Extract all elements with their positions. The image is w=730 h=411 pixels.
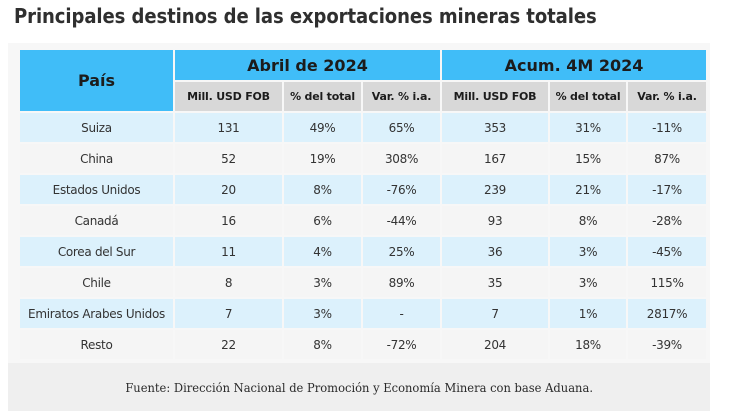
table-row: Corea del Sur114%25%363%-45% xyxy=(20,237,706,266)
cum-var-cell: -39% xyxy=(628,330,706,359)
april-mill-usd-cell: 131 xyxy=(175,113,282,142)
cum-var-cell: -45% xyxy=(628,237,706,266)
april-var-cell: 25% xyxy=(363,237,440,266)
april-var-cell: 65% xyxy=(363,113,440,142)
cum-var-cell: 87% xyxy=(628,144,706,173)
table-row: Estados Unidos208%-76%23921%-17% xyxy=(20,175,706,204)
header-row-groups: País Abril de 2024 Acum. 4M 2024 xyxy=(20,50,706,80)
cum-pct-total-cell: 21% xyxy=(550,175,626,204)
cum-mill-usd-cell: 167 xyxy=(442,144,548,173)
column-header-april-var: Var. % i.a. xyxy=(363,82,440,111)
source-footer: Fuente: Dirección Nacional de Promoción … xyxy=(8,363,710,411)
country-cell: Canadá xyxy=(20,206,173,235)
country-cell: China xyxy=(20,144,173,173)
april-pct-total-cell: 19% xyxy=(284,144,361,173)
column-header-cum-mill-usd: Mill. USD FOB xyxy=(442,82,548,111)
cum-var-cell: 2817% xyxy=(628,299,706,328)
group-header-cumulative: Acum. 4M 2024 xyxy=(442,50,706,80)
country-header: País xyxy=(20,50,173,111)
april-pct-total-cell: 8% xyxy=(284,175,361,204)
source-note: Fuente: Dirección Nacional de Promoción … xyxy=(125,380,593,395)
table-row: Emiratos Arabes Unidos73%-71%2817% xyxy=(20,299,706,328)
april-mill-usd-cell: 22 xyxy=(175,330,282,359)
country-cell: Corea del Sur xyxy=(20,237,173,266)
april-var-cell: - xyxy=(363,299,440,328)
april-mill-usd-cell: 11 xyxy=(175,237,282,266)
column-header-cum-var: Var. % i.a. xyxy=(628,82,706,111)
cum-mill-usd-cell: 35 xyxy=(442,268,548,297)
country-cell: Estados Unidos xyxy=(20,175,173,204)
column-header-april-pct-total: % del total xyxy=(284,82,361,111)
country-cell: Resto xyxy=(20,330,173,359)
april-var-cell: 308% xyxy=(363,144,440,173)
april-pct-total-cell: 6% xyxy=(284,206,361,235)
april-mill-usd-cell: 7 xyxy=(175,299,282,328)
country-cell: Emiratos Arabes Unidos xyxy=(20,299,173,328)
april-mill-usd-cell: 20 xyxy=(175,175,282,204)
cum-var-cell: -11% xyxy=(628,113,706,142)
april-mill-usd-cell: 52 xyxy=(175,144,282,173)
cum-mill-usd-cell: 36 xyxy=(442,237,548,266)
cum-pct-total-cell: 31% xyxy=(550,113,626,142)
table-row: Canadá166%-44%938%-28% xyxy=(20,206,706,235)
table-row: Resto228%-72%20418%-39% xyxy=(20,330,706,359)
cum-mill-usd-cell: 239 xyxy=(442,175,548,204)
april-mill-usd-cell: 16 xyxy=(175,206,282,235)
page-title: Principales destinos de las exportacione… xyxy=(14,4,597,28)
cum-pct-total-cell: 3% xyxy=(550,237,626,266)
april-pct-total-cell: 8% xyxy=(284,330,361,359)
cum-mill-usd-cell: 93 xyxy=(442,206,548,235)
column-header-april-mill-usd: Mill. USD FOB xyxy=(175,82,282,111)
group-header-april: Abril de 2024 xyxy=(175,50,440,80)
cum-var-cell: -28% xyxy=(628,206,706,235)
cum-mill-usd-cell: 353 xyxy=(442,113,548,142)
april-pct-total-cell: 3% xyxy=(284,268,361,297)
april-pct-total-cell: 4% xyxy=(284,237,361,266)
cum-pct-total-cell: 15% xyxy=(550,144,626,173)
table-row: Chile83%89%353%115% xyxy=(20,268,706,297)
cum-pct-total-cell: 3% xyxy=(550,268,626,297)
april-var-cell: 89% xyxy=(363,268,440,297)
country-cell: Suiza xyxy=(20,113,173,142)
april-var-cell: -72% xyxy=(363,330,440,359)
april-var-cell: -44% xyxy=(363,206,440,235)
cum-var-cell: 115% xyxy=(628,268,706,297)
cum-pct-total-cell: 18% xyxy=(550,330,626,359)
table-row: Suiza13149%65%35331%-11% xyxy=(20,113,706,142)
cum-pct-total-cell: 8% xyxy=(550,206,626,235)
april-pct-total-cell: 49% xyxy=(284,113,361,142)
april-var-cell: -76% xyxy=(363,175,440,204)
cum-var-cell: -17% xyxy=(628,175,706,204)
cum-pct-total-cell: 1% xyxy=(550,299,626,328)
exports-table: País Abril de 2024 Acum. 4M 2024 Mill. U… xyxy=(18,48,708,361)
april-pct-total-cell: 3% xyxy=(284,299,361,328)
table-row: China5219%308%16715%87% xyxy=(20,144,706,173)
country-cell: Chile xyxy=(20,268,173,297)
column-header-cum-pct-total: % del total xyxy=(550,82,626,111)
cum-mill-usd-cell: 204 xyxy=(442,330,548,359)
april-mill-usd-cell: 8 xyxy=(175,268,282,297)
cum-mill-usd-cell: 7 xyxy=(442,299,548,328)
